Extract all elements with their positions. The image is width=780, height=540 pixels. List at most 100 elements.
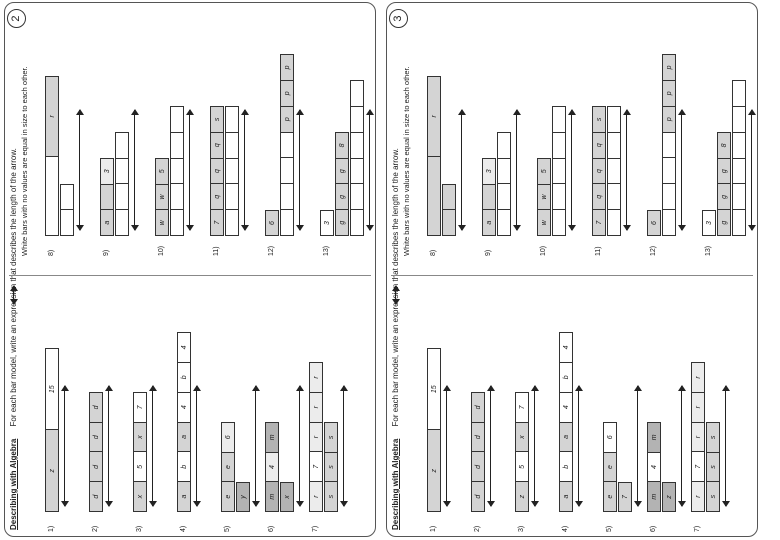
bar-segment: g [336, 183, 348, 210]
question-number: 10) [540, 245, 547, 256]
double-arrow-icon [149, 385, 157, 507]
worksheet-title-line: Describing with Algebra For each bar mod… [9, 148, 18, 530]
bar-segment: a [560, 481, 572, 511]
bar-segment: g [718, 183, 730, 210]
question-number: 6) [268, 525, 275, 532]
bar-segment [733, 81, 745, 106]
double-arrow-icon [487, 385, 495, 507]
bar-model [170, 106, 184, 236]
bar-segment: q [593, 131, 605, 158]
question-number: 2) [474, 525, 481, 532]
double-arrow-icon [678, 109, 686, 231]
double-arrow-icon [61, 385, 69, 507]
bar-segment: r [692, 421, 704, 452]
bar-segment [226, 131, 238, 158]
bar-segment [553, 157, 565, 184]
bar-segment [608, 107, 620, 132]
bar-segment: 5 [134, 451, 146, 482]
bar-segment [498, 209, 510, 235]
bar-segment: 6 [648, 211, 660, 235]
bar-segment: q [211, 183, 223, 210]
bar-segment [553, 131, 565, 158]
bar-model: y [236, 482, 250, 512]
bar-segment [226, 107, 238, 132]
double-arrow-icon [252, 385, 260, 507]
bar-model [115, 132, 129, 236]
bar-segment: g [336, 157, 348, 184]
bar-model [60, 184, 74, 236]
question-number: 9) [103, 249, 110, 256]
bar-segment: b [178, 451, 190, 482]
bar-segment: x [281, 483, 293, 511]
bar-segment [351, 131, 363, 158]
worksheet-title-line: Describing with Algebra For each bar mod… [391, 148, 400, 530]
bar-segment [733, 209, 745, 235]
double-arrow-icon [10, 285, 18, 305]
question-number: 4) [562, 525, 569, 532]
bar-segment: d [472, 421, 484, 452]
bar-model: 7 [618, 482, 632, 512]
rotated-content: 3 Describing with Algebra For each bar m… [387, 3, 757, 536]
bar-segment [553, 209, 565, 235]
bar-segment: w [156, 183, 168, 210]
note-text: White bars with no values are equal in s… [20, 66, 29, 256]
bar-segment: w [538, 209, 550, 235]
bar-segment [171, 107, 183, 132]
bar-segment: e [604, 481, 616, 511]
question-number: 6) [650, 525, 657, 532]
bar-segment: z [46, 429, 58, 511]
bar-segment: 7 [134, 393, 146, 422]
question-number: 11) [595, 246, 602, 256]
worksheet-title: Describing with Algebra [9, 438, 18, 530]
bar-segment: 15 [428, 349, 440, 430]
bar-segment: 7 [619, 483, 631, 511]
bar-model: r [427, 76, 441, 236]
bar-segment: s [325, 422, 337, 452]
bar-segment [61, 209, 73, 235]
bar-segment [101, 183, 113, 210]
bar-segment: b [178, 361, 190, 392]
bar-segment [498, 183, 510, 210]
question-number: 3) [136, 525, 143, 532]
bar-segment: w [538, 183, 550, 210]
bar-segment [443, 185, 455, 210]
bar-segment: q [211, 131, 223, 158]
bar-model [442, 184, 456, 236]
bar-segment [498, 133, 510, 158]
bar-model: 3 [702, 210, 716, 236]
bar-segment [443, 209, 455, 235]
double-arrow-icon [443, 385, 451, 507]
bar-segment: 15 [46, 349, 58, 430]
bar-segment: b [560, 451, 572, 482]
bar-segment: s [325, 451, 337, 482]
bar-model: r [45, 76, 59, 236]
question-number: 8) [430, 249, 437, 256]
question-number: 7) [694, 525, 701, 532]
question-number: 5) [606, 525, 613, 532]
bar-segment: 5 [156, 158, 168, 184]
bar-model: 6 [265, 210, 279, 236]
double-arrow-icon [296, 385, 304, 507]
double-arrow-icon [340, 385, 348, 507]
bar-segment: r [310, 421, 322, 452]
rotated-content: 2 Describing with Algebra For each bar m… [5, 3, 375, 536]
question-number: 9) [485, 249, 492, 256]
bar-segment [226, 157, 238, 184]
double-arrow-icon [241, 109, 249, 231]
bar-segment: r [46, 77, 58, 156]
bar-segment: a [560, 421, 572, 452]
bar-segment [281, 209, 293, 235]
bar-segment [351, 209, 363, 235]
bar-segment [226, 209, 238, 235]
bar-segment: d [90, 393, 102, 422]
bar-segment: q [593, 183, 605, 210]
bar-segment: g [336, 209, 348, 235]
